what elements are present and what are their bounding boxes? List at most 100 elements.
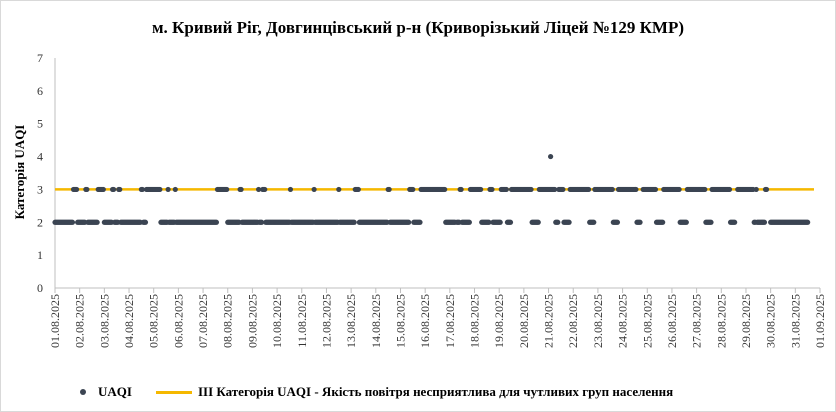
legend-marker-dot <box>80 389 86 395</box>
x-tick-label: 05.08.2025 <box>147 294 161 348</box>
uaqi-point-outlier <box>548 153 554 160</box>
uaqi-point <box>165 186 171 193</box>
uaqi-point <box>259 219 265 225</box>
uaqi-point <box>535 219 541 225</box>
uaqi-point <box>609 186 615 193</box>
uaqi-point <box>614 219 621 225</box>
uaqi-point <box>466 219 472 225</box>
x-tick-label: 25.08.2025 <box>640 294 654 348</box>
legend-marker-line <box>155 390 192 394</box>
x-tick-label: 17.08.2025 <box>443 294 457 348</box>
uaqi-point <box>555 219 561 225</box>
x-tick-label: 29.08.2025 <box>739 294 753 348</box>
uaqi-point <box>660 219 666 225</box>
uaqi-point <box>652 186 659 193</box>
legend-label-uaqi: UAQI <box>98 384 132 399</box>
uaqi-point <box>255 186 262 193</box>
x-tick-label: 15.08.2025 <box>393 294 407 348</box>
x-tick-label: 04.08.2025 <box>122 294 136 348</box>
y-tick-label: 7 <box>37 51 43 65</box>
uaqi-point <box>355 186 361 193</box>
x-tick-label: 16.08.2025 <box>418 294 432 348</box>
uaqi-point <box>637 219 643 225</box>
x-tick-label: 14.08.2025 <box>369 294 383 348</box>
uaqi-point <box>213 219 220 225</box>
uaqi-point <box>507 219 514 225</box>
x-tick-label: 19.08.2025 <box>492 294 506 348</box>
x-tick-label: 02.08.2025 <box>73 294 87 348</box>
x-tick-label: 31.08.2025 <box>788 294 802 348</box>
x-tick-label: 06.08.2025 <box>171 294 185 348</box>
x-tick-label: 18.08.2025 <box>468 294 482 348</box>
uaqi-point <box>172 186 178 193</box>
x-tick-label: 07.08.2025 <box>196 294 210 348</box>
y-tick-label: 4 <box>37 150 43 164</box>
uaqi-point <box>763 186 770 193</box>
uaqi-point <box>417 219 423 225</box>
x-tick-label: 01.09.2025 <box>813 294 827 348</box>
uaqi-point <box>753 186 759 193</box>
x-tick-label: 13.08.2025 <box>344 294 358 348</box>
uaqi-point <box>111 186 117 193</box>
uaqi-point <box>591 219 597 225</box>
x-tick-label: 10.08.2025 <box>270 294 284 348</box>
uaqi-point <box>84 186 90 193</box>
uaqi-point <box>410 186 416 193</box>
uaqi-point <box>157 186 163 193</box>
uaqi-point <box>139 186 145 193</box>
uaqi-point <box>633 186 639 193</box>
x-tick-label: 26.08.2025 <box>665 294 679 348</box>
uaqi-point <box>702 186 708 193</box>
uaqi-point <box>676 186 682 193</box>
uaqi-point <box>311 186 317 193</box>
uaqi-point <box>489 186 495 193</box>
y-tick-label: 0 <box>37 281 43 295</box>
x-tick-label: 11.08.2025 <box>295 294 309 348</box>
uaqi-point <box>497 219 503 225</box>
x-tick-label: 08.08.2025 <box>221 294 235 348</box>
x-tick-label: 21.08.2025 <box>542 294 556 348</box>
uaqi-point <box>486 219 492 225</box>
uaqi-point <box>683 219 689 225</box>
uaqi-point <box>708 219 714 225</box>
uaqi-point <box>528 186 534 193</box>
uaqi-point <box>142 219 149 225</box>
uaqi-point <box>117 186 123 193</box>
x-tick-label: 20.08.2025 <box>517 294 531 348</box>
legend-item-uaqi: UAQI <box>80 384 132 400</box>
uaqi-point <box>726 186 733 193</box>
uaqi-point <box>406 219 412 225</box>
uaqi-point <box>552 186 558 193</box>
uaqi-point <box>94 219 100 225</box>
uaqi-point <box>224 186 230 193</box>
x-tick-label: 24.08.2025 <box>616 294 630 348</box>
legend-item-category3: ІІІ Категорія UAQI - Якість повітря несп… <box>155 384 674 400</box>
y-tick-label: 5 <box>37 117 43 131</box>
uaqi-point <box>69 219 76 225</box>
x-tick-label: 30.08.2025 <box>764 294 778 348</box>
uaqi-point <box>566 219 572 225</box>
uaqi-point <box>458 186 464 193</box>
x-tick-label: 23.08.2025 <box>591 294 605 348</box>
x-tick-label: 09.08.2025 <box>245 294 259 348</box>
legend-label-category3: ІІІ Категорія UAQI - Якість повітря несп… <box>197 384 674 399</box>
uaqi-point <box>238 186 244 193</box>
y-tick-label: 2 <box>37 215 43 229</box>
uaqi-point <box>478 186 484 193</box>
uaqi-point <box>351 219 357 225</box>
x-tick-label: 03.08.2025 <box>97 294 111 348</box>
y-tick-label: 6 <box>37 84 43 98</box>
uaqi-point <box>560 186 566 193</box>
x-tick-label: 28.08.2025 <box>714 294 728 348</box>
uaqi-point <box>761 219 768 225</box>
x-tick-label: 22.08.2025 <box>566 294 580 348</box>
x-tick-label: 12.08.2025 <box>319 294 333 348</box>
uaqi-point <box>287 186 294 193</box>
x-tick-label: 27.08.2025 <box>690 294 704 348</box>
x-tick-label: 01.08.2025 <box>48 294 62 348</box>
legend: UAQI ІІІ Категорія UAQI - Якість повітря… <box>80 383 673 401</box>
uaqi-point <box>73 186 80 193</box>
uaqi-point <box>503 186 509 193</box>
